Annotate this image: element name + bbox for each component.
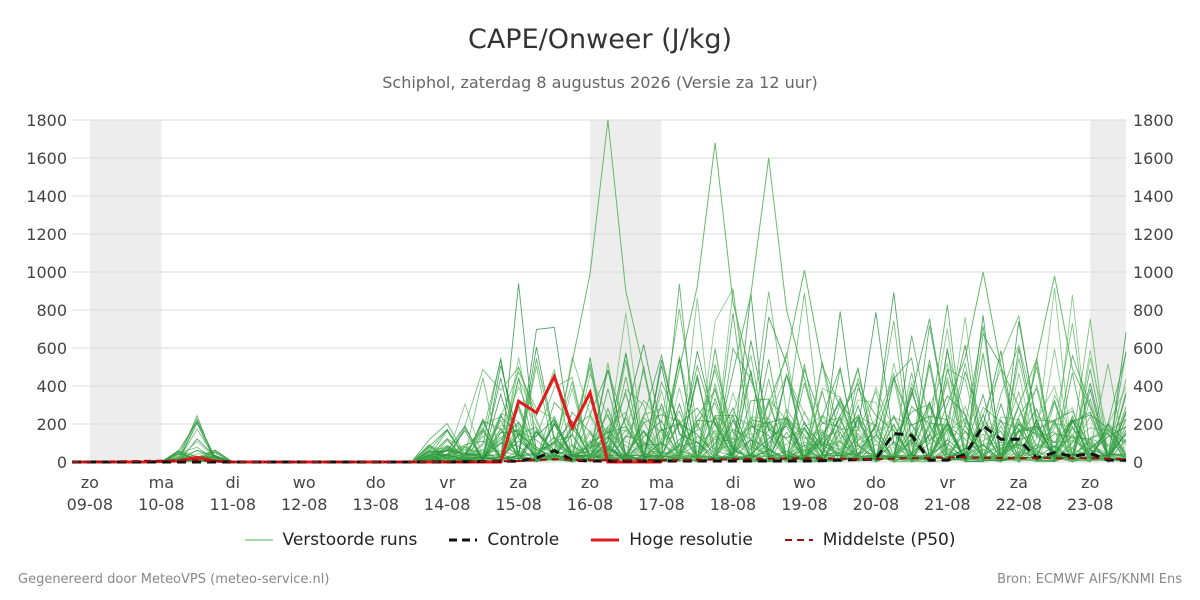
x-tick-day: zo [81, 473, 99, 492]
x-tick-date: 14-08 [424, 495, 471, 514]
x-tick-day: ma [149, 473, 174, 492]
legend-line-highres-icon [591, 538, 620, 542]
x-tick-day: do [866, 473, 886, 492]
x-tick-date: 16-08 [567, 495, 614, 514]
ensemble-peak-line [929, 271, 1038, 451]
y-tick-left: 400 [36, 377, 67, 396]
y-tick-right: 400 [1133, 377, 1164, 396]
y-tick-right: 1400 [1133, 187, 1174, 206]
legend-line-control-icon [449, 538, 478, 542]
x-tick-date: 17-08 [638, 495, 685, 514]
y-tick-left: 1400 [26, 187, 67, 206]
x-tick-day: di [726, 473, 741, 492]
legend-label-perturbed: Verstoorde runs [282, 530, 418, 550]
y-tick-right: 1600 [1133, 149, 1174, 168]
y-tick-left: 1200 [26, 225, 67, 244]
x-tick-date: 20-08 [853, 495, 900, 514]
x-tick-date: 15-08 [495, 495, 542, 514]
median-line [71, 456, 1127, 463]
x-tick-date: 11-08 [210, 495, 257, 514]
ensemble-peak-line [750, 269, 859, 451]
x-tick-day: di [225, 473, 240, 492]
ensemble-peak-line [714, 157, 823, 451]
legend-line-median-icon [784, 539, 813, 541]
legend-label-control: Controle [487, 530, 560, 550]
x-tick-day: za [510, 473, 528, 492]
x-tick-date: 21-08 [924, 495, 971, 514]
x-tick-day: wo [793, 473, 816, 492]
chart-legend: Verstoorde runs Controle Hoge resolutie … [0, 530, 1200, 550]
x-tick-date: 23-08 [1067, 495, 1114, 514]
y-tick-left: 1000 [26, 263, 67, 282]
y-tick-left: 1600 [26, 149, 67, 168]
footer-source: Bron: ECMWF AIFS/KNMI Ens [997, 572, 1182, 587]
x-tick-date: 12-08 [281, 495, 328, 514]
legend-item-median[interactable]: Middelste (P50) [784, 530, 956, 550]
x-tick-day: ma [649, 473, 674, 492]
x-tick-day: za [1010, 473, 1028, 492]
ensemble-peak-line [1000, 275, 1109, 451]
y-tick-right: 600 [1133, 339, 1164, 358]
legend-item-control[interactable]: Controle [449, 530, 559, 550]
chart-subtitle: Schiphol, zaterdag 8 augustus 2026 (Vers… [382, 73, 818, 92]
legend-item-highres[interactable]: Hoge resolutie [591, 530, 753, 550]
x-tick-date: 19-08 [781, 495, 828, 514]
ensemble-peak-line [553, 119, 663, 451]
y-tick-left: 1800 [26, 111, 67, 130]
x-tick-day: vr [439, 473, 455, 492]
y-tick-right: 200 [1133, 415, 1164, 434]
y-tick-left: 200 [36, 415, 67, 434]
y-tick-left: 600 [36, 339, 67, 358]
y-tick-left: 800 [36, 301, 67, 320]
x-tick-date: 13-08 [352, 495, 399, 514]
x-tick-day: do [366, 473, 386, 492]
legend-label-highres: Hoge resolutie [629, 530, 753, 550]
footer-generated-by: Gegenereerd door MeteoVPS (meteo-service… [18, 572, 330, 587]
x-tick-date: 10-08 [138, 495, 185, 514]
y-tick-right: 0 [1133, 453, 1143, 472]
x-tick-date: 22-08 [996, 495, 1043, 514]
legend-label-median: Middelste (P50) [822, 530, 956, 550]
y-tick-right: 800 [1133, 301, 1164, 320]
y-tick-right: 1800 [1133, 111, 1174, 130]
legend-item-perturbed[interactable]: Verstoorde runs [244, 530, 418, 550]
x-tick-day: zo [581, 473, 599, 492]
x-tick-day: zo [1081, 473, 1099, 492]
y-tick-right: 1000 [1133, 263, 1174, 282]
y-tick-left: 0 [57, 453, 67, 472]
legend-line-perturbed-icon [244, 539, 273, 541]
x-tick-date: 18-08 [710, 495, 757, 514]
x-tick-date: 09-08 [67, 495, 114, 514]
weekend-band [89, 120, 162, 462]
ensemble-peak-line [661, 142, 770, 451]
x-tick-day: wo [293, 473, 316, 492]
chart-title: CAPE/Onweer (J/kg) [467, 24, 732, 55]
x-tick-day: vr [939, 473, 955, 492]
y-tick-right: 1200 [1133, 225, 1174, 244]
